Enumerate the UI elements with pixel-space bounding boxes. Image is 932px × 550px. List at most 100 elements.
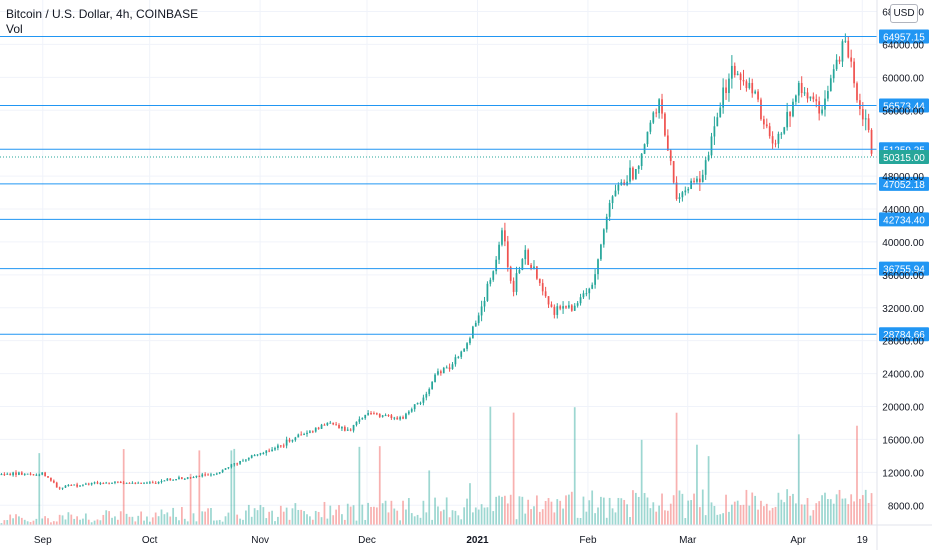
candle-body	[486, 283, 489, 301]
candle-body	[509, 266, 512, 281]
candle-body	[419, 402, 422, 404]
volume-bar	[835, 494, 838, 525]
volume-bar	[370, 506, 372, 525]
volume-bar	[684, 518, 687, 525]
volume-bar	[160, 509, 163, 525]
volume-bar	[329, 505, 332, 525]
y-tick-label: 8000.00	[888, 501, 925, 512]
candle-body	[591, 284, 594, 289]
volume-bar	[157, 516, 160, 525]
volume-bar	[44, 516, 46, 525]
volume-bar	[544, 500, 547, 525]
candle-body	[477, 315, 480, 323]
volume-bar	[279, 505, 282, 525]
candle-body	[570, 305, 573, 311]
volume-bar	[617, 497, 620, 525]
volume-indicator-label[interactable]: Vol	[6, 22, 23, 36]
volume-bar	[681, 493, 684, 525]
volume-bar	[61, 515, 64, 525]
chart-grid	[0, 0, 877, 525]
y-tick-label: 48000.00	[882, 172, 924, 183]
candle-body	[489, 279, 492, 284]
candle-body	[498, 244, 500, 260]
volume-bar	[541, 509, 544, 525]
candle-body	[547, 296, 550, 305]
candle-body	[93, 482, 96, 484]
candle-body	[224, 468, 227, 470]
candle-body	[594, 274, 596, 285]
candle-body	[600, 244, 602, 260]
volume-bar	[585, 511, 588, 525]
candle-body	[306, 432, 308, 435]
candle-body	[437, 371, 439, 375]
candle-body	[425, 393, 428, 398]
candle-body	[87, 483, 90, 485]
volume-bar	[99, 520, 102, 525]
candle-body	[390, 415, 393, 419]
volume-bar	[856, 425, 858, 525]
volume-bar	[390, 500, 393, 525]
volume-bar	[530, 509, 532, 525]
candle-body	[230, 464, 233, 468]
horizontal-levels[interactable]: 64957.1556573.4451259.2547052.1842734.40…	[0, 29, 929, 342]
volume-bar	[181, 507, 183, 525]
volume-bar	[725, 494, 727, 525]
volume-bar	[524, 513, 527, 525]
volume-bar	[649, 508, 652, 525]
candle-body	[536, 266, 538, 279]
volume-bar	[809, 515, 812, 525]
candle-body	[236, 463, 239, 465]
volume-bar	[538, 511, 541, 525]
volume-bar	[457, 515, 460, 525]
candle-body	[311, 431, 314, 433]
candle-body	[137, 482, 140, 484]
volume-bar	[483, 507, 486, 525]
volume-bar	[419, 517, 422, 525]
volume-bar	[146, 516, 148, 525]
volume-bar	[349, 506, 352, 525]
volume-bars	[0, 406, 873, 525]
candle-body	[460, 351, 463, 357]
symbol-title[interactable]: Bitcoin / U.S. Dollar, 4h, COINBASE	[6, 7, 199, 21]
level-badge	[879, 212, 929, 227]
level-label: 64957.15	[883, 33, 925, 44]
volume-bar	[90, 522, 93, 525]
volume-bar	[381, 503, 384, 525]
candle-body	[44, 472, 46, 477]
candle-body	[847, 40, 850, 58]
volume-bar	[591, 490, 594, 525]
candle-body	[119, 481, 122, 483]
candle-body	[704, 160, 707, 175]
candle-body	[672, 161, 675, 183]
volume-bar	[553, 512, 556, 525]
candle-body	[786, 112, 789, 128]
currency-button[interactable]: USD	[890, 4, 918, 23]
candle-body	[640, 153, 643, 167]
candle-body	[576, 303, 579, 306]
candle-body	[195, 475, 198, 478]
volume-bar	[437, 506, 439, 525]
candle-body	[829, 78, 832, 92]
candle-body	[329, 422, 332, 424]
volume-bar	[297, 509, 300, 525]
candle-body	[384, 415, 387, 417]
candle-body	[343, 426, 346, 431]
volume-bar	[489, 406, 492, 525]
candle-body	[733, 65, 736, 76]
candle-body	[163, 480, 166, 482]
candle-body	[824, 98, 826, 110]
volume-bar	[268, 511, 271, 525]
candle-body	[358, 419, 361, 422]
candle-body	[568, 305, 570, 308]
volume-bar	[646, 497, 649, 525]
candle-body	[701, 174, 704, 183]
volume-bar	[722, 513, 725, 525]
volume-bar	[597, 507, 599, 525]
candle-body	[18, 472, 20, 475]
y-tick-label: 40000.00	[882, 238, 924, 249]
candle-body	[777, 133, 780, 144]
candle-body	[326, 422, 329, 426]
volume-bar	[434, 497, 436, 525]
volume-bar	[504, 495, 506, 525]
